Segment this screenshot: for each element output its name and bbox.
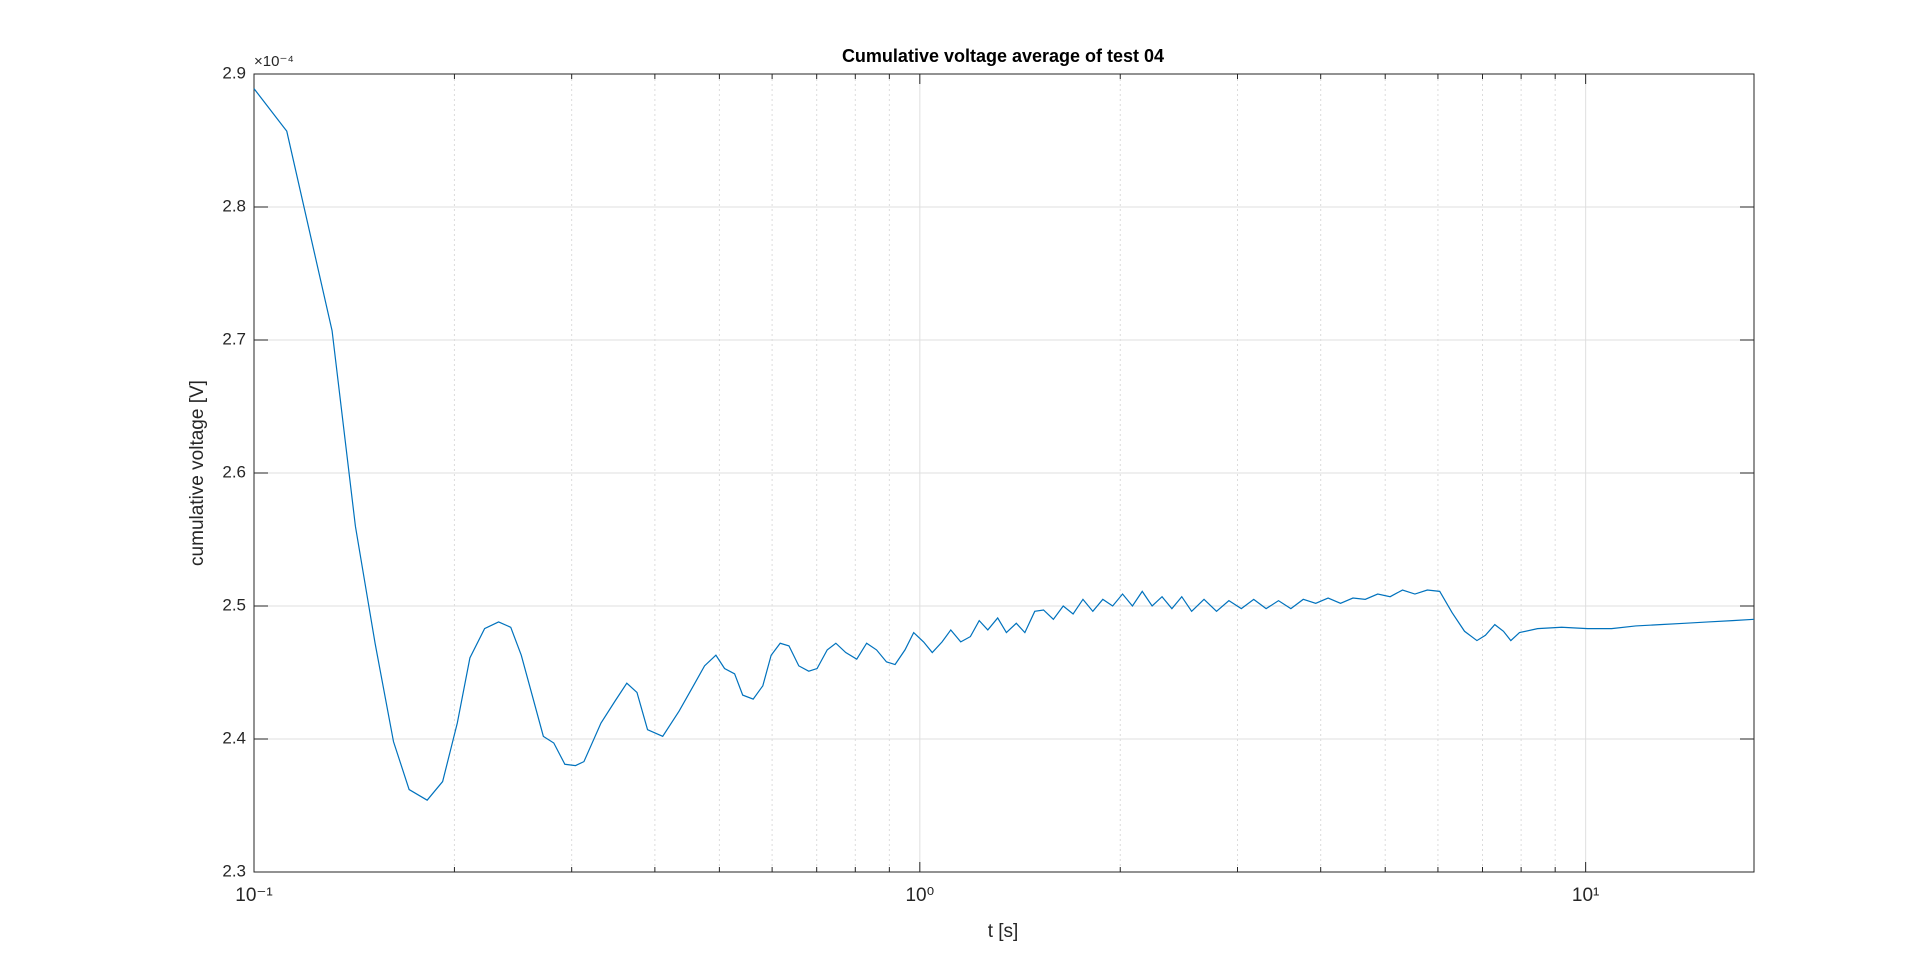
y-tick-label: 2.8 <box>222 196 246 215</box>
y-tick-label: 2.5 <box>222 595 246 614</box>
chart-title: Cumulative voltage average of test 04 <box>842 46 1164 66</box>
y-tick-label: 2.9 <box>222 63 246 82</box>
y-exponent: ×10⁻⁴ <box>254 53 294 70</box>
x-tick-label: 10⁰ <box>905 885 934 906</box>
x-tick-label: 10¹ <box>1572 885 1599 906</box>
y-tick-label: 2.7 <box>222 329 246 348</box>
axes-box <box>253 73 1755 873</box>
y-axis-label: cumulative voltage [V] <box>187 380 208 566</box>
y-tick-label: 2.6 <box>222 462 246 481</box>
y-tick-label: 2.3 <box>222 861 246 880</box>
x-axis-label: t [s] <box>988 921 1019 942</box>
y-tick-label: 2.4 <box>222 728 246 747</box>
x-tick-label: 10⁻¹ <box>235 885 273 906</box>
data-line <box>253 88 1755 801</box>
